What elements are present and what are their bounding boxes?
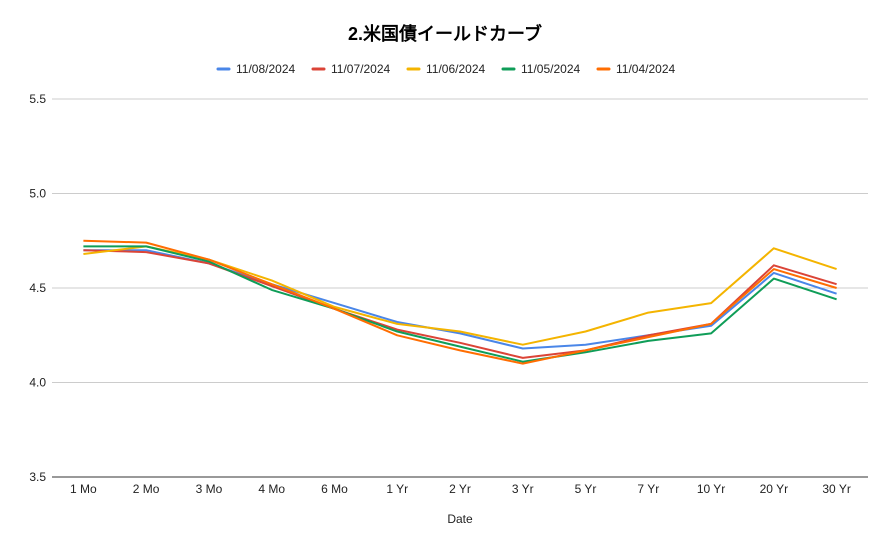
x-tick-label: 6 Mo	[321, 482, 348, 496]
legend-item[interactable]: 11/06/2024	[406, 62, 485, 76]
legend-label: 11/08/2024	[236, 62, 295, 76]
x-tick-label: 10 Yr	[697, 482, 725, 496]
x-tick-label: 2 Mo	[133, 482, 160, 496]
x-tick-label: 2 Yr	[449, 482, 471, 496]
legend-item[interactable]: 11/07/2024	[311, 62, 390, 76]
x-tick-label: 30 Yr	[822, 482, 850, 496]
x-tick-label: 1 Yr	[386, 482, 408, 496]
y-axis-ticks: 3.5 4.0 4.5 5.0 5.5	[29, 92, 46, 484]
series-line	[83, 239, 837, 365]
y-tick-label: 3.5	[29, 470, 46, 484]
y-tick-label: 5.0	[29, 187, 46, 201]
series-line	[83, 249, 837, 350]
legend-label: 11/07/2024	[331, 62, 390, 76]
y-tick-label: 5.5	[29, 92, 46, 106]
gridlines	[52, 98, 868, 478]
x-tick-label: 3 Yr	[512, 482, 534, 496]
series-line	[83, 249, 837, 359]
series-line	[83, 245, 837, 363]
legend-item[interactable]: 11/08/2024	[216, 62, 295, 76]
x-tick-label: 3 Mo	[196, 482, 223, 496]
chart-title: 2.米国債イールドカーブ	[348, 23, 542, 44]
legend-label: 11/06/2024	[426, 62, 485, 76]
x-tick-label: 4 Mo	[258, 482, 285, 496]
legend-label: 11/05/2024	[521, 62, 580, 76]
x-tick-label: 5 Yr	[575, 482, 597, 496]
series-lines	[83, 239, 837, 365]
x-axis-ticks: 1 Mo 2 Mo 3 Mo 4 Mo 6 Mo 1 Yr 2 Yr 3 Yr 5 Yr 7 Yr…	[70, 482, 851, 496]
legend-label: 11/04/2024	[616, 62, 675, 76]
x-axis-title: Date	[447, 512, 473, 526]
x-tick-label: 20 Yr	[760, 482, 788, 496]
y-tick-label: 4.0	[29, 376, 46, 390]
x-tick-label: 1 Mo	[70, 482, 97, 496]
legend-item[interactable]: 11/05/2024	[501, 62, 580, 76]
y-tick-label: 4.5	[29, 281, 46, 295]
legend: 11/08/2024 11/07/2024 11/06/2024 11/05/2024…	[216, 62, 675, 76]
x-tick-label: 7 Yr	[637, 482, 659, 496]
legend-item[interactable]: 11/04/2024	[596, 62, 675, 76]
